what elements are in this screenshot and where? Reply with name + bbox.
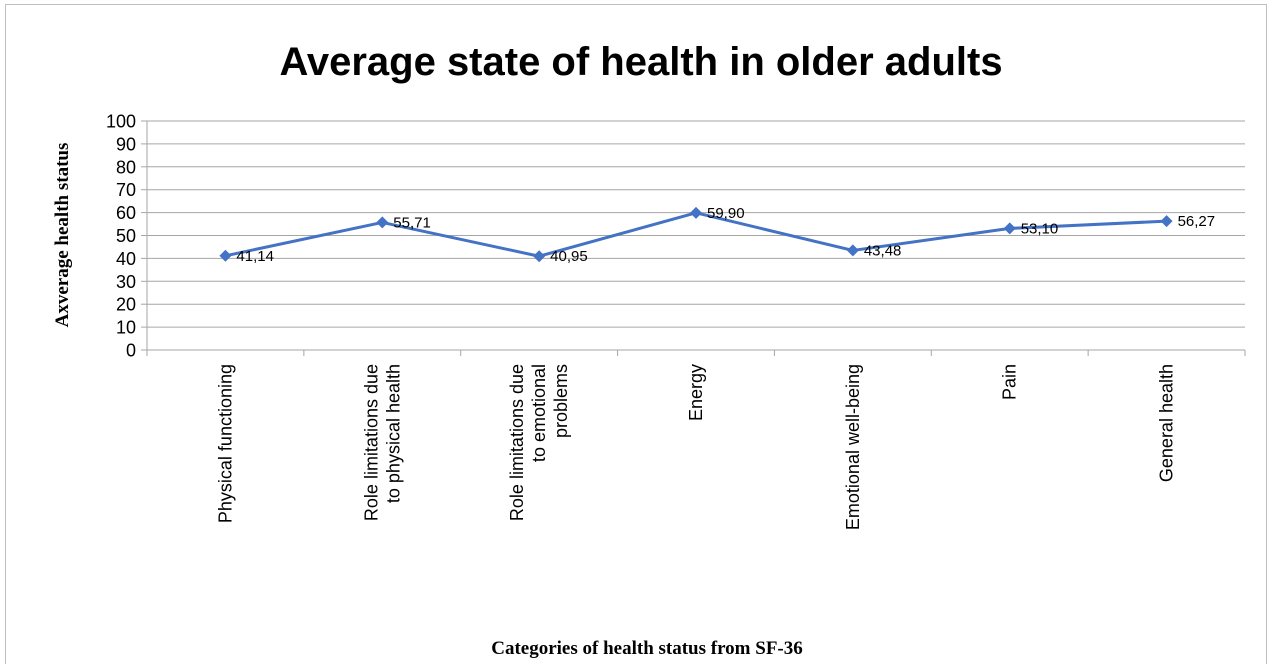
y-tick-label: 70 xyxy=(116,180,136,200)
series-line-segment xyxy=(694,211,855,252)
axes xyxy=(141,120,1246,356)
x-tick-label-line: to emotional xyxy=(529,364,549,462)
y-tick-label: 50 xyxy=(116,226,136,246)
data-markers xyxy=(219,206,1173,263)
x-tick-label-line: Role limitations due xyxy=(507,364,527,521)
series-line-segment xyxy=(1008,219,1169,230)
y-tick-label: 20 xyxy=(116,295,136,315)
x-tick-label-line: to physical health xyxy=(383,364,403,503)
x-axis-title: Categories of health status from SF-36 xyxy=(491,638,803,659)
y-tick-label: 30 xyxy=(116,272,136,292)
x-tick-label: Pain xyxy=(1000,364,1020,400)
x-tick-label: Role limitations due to physical health xyxy=(361,364,403,521)
x-tick-label-line: Role limitations due xyxy=(361,364,381,521)
data-point-marker xyxy=(219,249,232,262)
x-tick-label-line: Pain xyxy=(1000,364,1020,400)
y-axis-title: Axverage health status xyxy=(52,143,73,328)
x-tick-label: Role limitations due to emotional problems xyxy=(507,364,571,521)
data-point-marker xyxy=(1160,215,1173,228)
series-line-segment xyxy=(537,211,698,258)
x-tick-labels: Physical functioning Role limitations due… xyxy=(215,364,1176,530)
y-tick-label: 40 xyxy=(116,249,136,269)
data-label: 40,95 xyxy=(550,248,588,265)
x-tick-label: Physical functioning xyxy=(215,364,235,523)
x-tick-label-line: problems xyxy=(551,364,571,438)
x-tick-label-line: Physical functioning xyxy=(215,364,235,523)
data-label: 56,27 xyxy=(1178,213,1216,230)
y-tick-label: 60 xyxy=(116,203,136,223)
series-line-segment xyxy=(851,226,1012,252)
data-point-marker xyxy=(690,206,702,219)
data-label: 53,10 xyxy=(1021,220,1059,237)
x-tick-label: General health xyxy=(1157,364,1177,482)
data-label: 55,71 xyxy=(393,214,431,231)
data-labels: 41,14 55,71 40,95 59,90 43,48 53,10 56,27 xyxy=(236,205,1215,265)
y-tick-label: 100 xyxy=(106,112,136,132)
x-tick-label-line: Emotional well-being xyxy=(843,364,863,530)
data-label: 43,48 xyxy=(864,242,902,259)
data-point-marker xyxy=(533,250,546,263)
chart-frame xyxy=(5,4,1267,664)
y-tick-label: 0 xyxy=(126,341,136,361)
y-tick-label: 10 xyxy=(116,318,136,338)
x-tick-label-line: Energy xyxy=(686,364,706,421)
data-label: 41,14 xyxy=(236,248,274,265)
chart-title: Average state of health in older adults xyxy=(279,40,1002,84)
series-line-layer xyxy=(223,211,1169,258)
series-line-segment xyxy=(380,220,541,258)
data-point-marker xyxy=(846,244,859,257)
data-point-marker xyxy=(376,216,389,229)
data-point-marker xyxy=(1003,222,1016,235)
x-tick-label: Emotional well-being xyxy=(843,364,863,530)
series-line-segment xyxy=(223,220,384,258)
x-tick-label-line: General health xyxy=(1157,364,1177,482)
gridlines xyxy=(147,120,1245,328)
data-label: 59,90 xyxy=(707,205,745,222)
x-tick-label: Energy xyxy=(686,364,706,421)
y-tick-label: 80 xyxy=(116,157,136,177)
y-tick-label: 90 xyxy=(116,134,136,154)
